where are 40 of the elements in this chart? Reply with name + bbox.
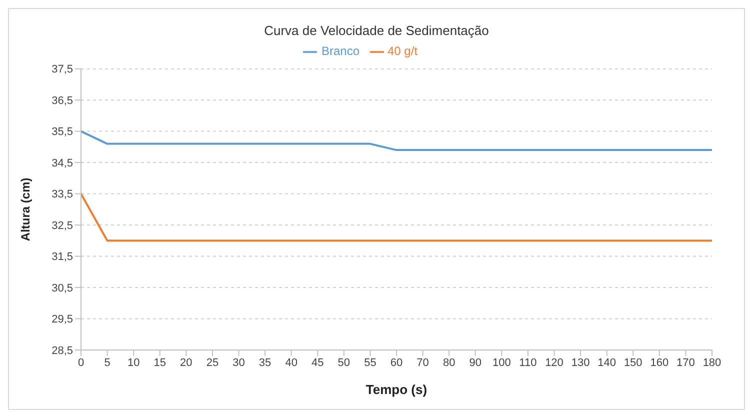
x-tick-label: 25	[206, 356, 219, 369]
x-tick-label: 90	[469, 356, 482, 369]
x-tick-label: 130	[571, 356, 590, 369]
x-tick-label: 35	[258, 356, 272, 369]
x-tick-label: 20	[180, 356, 192, 369]
x-tick-label: 110	[519, 356, 537, 369]
x-axis-title: Tempo (s)	[366, 382, 428, 397]
y-tick-label: 31,5	[52, 251, 73, 264]
legend-label: Branco	[321, 44, 360, 58]
y-axis-title: Altura (cm)	[18, 178, 32, 242]
y-tick-label: 36,5	[52, 94, 73, 107]
x-tick-label: 15	[154, 356, 166, 369]
y-tick-label: 37,5	[52, 64, 73, 76]
x-tick-label: 160	[650, 356, 669, 369]
x-tick-label: 50	[338, 356, 350, 369]
x-tick-label: 10	[127, 356, 140, 369]
y-tick-label: 28,5	[52, 344, 73, 357]
x-tick-label: 70	[416, 356, 429, 369]
y-tick-label: 30,5	[52, 282, 73, 294]
y-tick-label: 29,5	[52, 314, 73, 326]
x-tick-label: 30	[232, 356, 245, 369]
x-tick-label: 5	[104, 356, 110, 369]
x-tick-label: 180	[702, 356, 722, 369]
x-tick-label: 0	[78, 356, 84, 369]
y-tick-label: 35,5	[52, 126, 73, 138]
x-tick-label: 60	[390, 356, 403, 369]
x-tick-label: 140	[598, 356, 616, 369]
x-tick-label: 150	[624, 356, 642, 369]
x-tick-label: 120	[545, 356, 564, 369]
chart-title: Curva de Velocidade de Sedimentação	[263, 22, 490, 38]
y-tick-label: 32,5	[52, 220, 73, 232]
x-tick-label: 55	[364, 356, 376, 369]
legend-label: 40 g/t	[388, 44, 418, 58]
x-tick-label: 100	[492, 356, 511, 369]
x-tick-label: 45	[312, 356, 324, 369]
y-tick-label: 34,5	[52, 157, 73, 170]
y-tick-label: 33,5	[52, 188, 73, 201]
x-tick-label: 80	[442, 356, 456, 369]
x-tick-label: 40	[285, 356, 298, 369]
x-tick-label: 170	[676, 356, 695, 369]
